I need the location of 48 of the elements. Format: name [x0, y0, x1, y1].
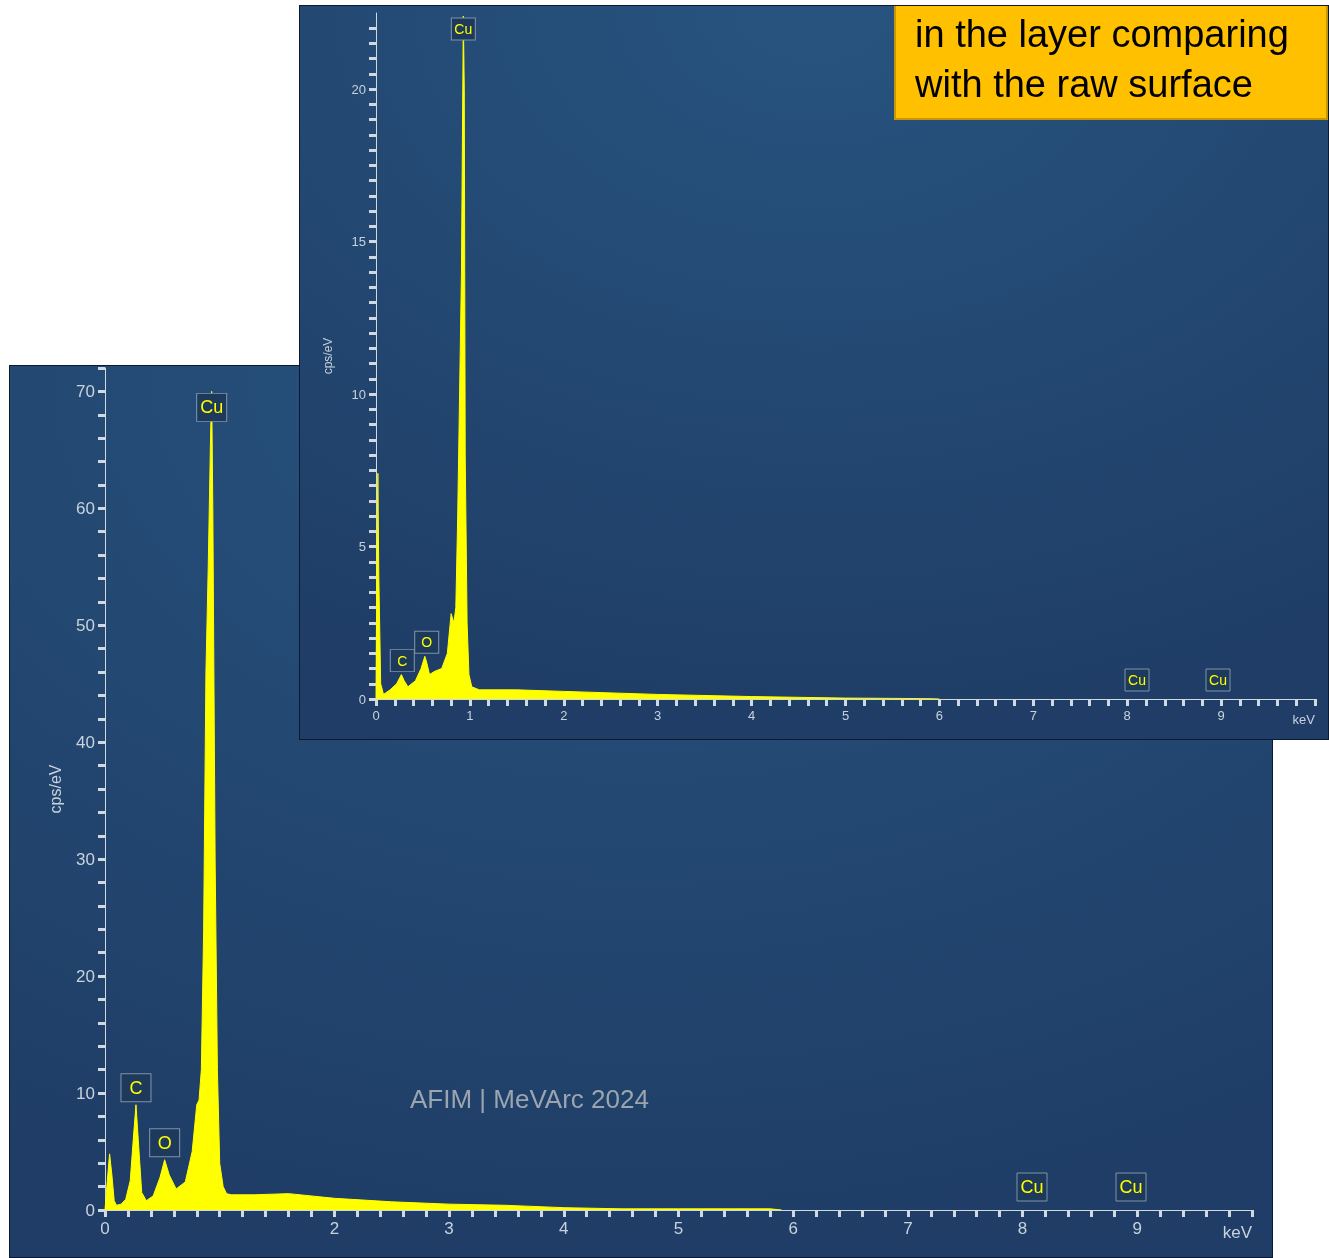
- x-tick-label: 7: [1029, 708, 1037, 723]
- x-tick-label: 9: [1132, 1219, 1143, 1238]
- x-tick-label: 5: [673, 1219, 684, 1238]
- x-tick-label: 6: [935, 708, 944, 723]
- x-tick-label: 2: [560, 708, 568, 723]
- annotation: Cu: [1209, 672, 1227, 688]
- annotation: Cu: [454, 21, 473, 38]
- x-tick-label: 6: [788, 1219, 798, 1238]
- y-tick-label: 10: [351, 386, 366, 402]
- x-tick-label: 4: [559, 1219, 569, 1238]
- y-tick-label: 50: [76, 615, 95, 635]
- annotation: Cu: [200, 397, 224, 418]
- annotation: C: [397, 652, 408, 669]
- x-tick-label: 9: [1217, 708, 1225, 723]
- y-tick-label: 70: [76, 381, 95, 401]
- x-tick-label: 8: [1123, 708, 1131, 723]
- x-tick-label: 4: [747, 708, 756, 723]
- x-tick-label: 7: [903, 1219, 913, 1238]
- annotation: Cu: [1119, 1177, 1143, 1197]
- annotation: O: [157, 1132, 172, 1153]
- annotation: AFIM | MeVArc 2024: [410, 1084, 649, 1114]
- y-tick-label: 0: [85, 1200, 95, 1220]
- y-tick-label: 60: [76, 498, 95, 518]
- y-axis-title: cps/eV: [46, 764, 64, 814]
- x-tick-label: 8: [1017, 1219, 1028, 1238]
- x-tick-label: 1: [466, 708, 474, 723]
- x-tick-label: 5: [841, 708, 850, 723]
- y-tick-label: 40: [76, 732, 95, 752]
- y-tick-label: 20: [76, 966, 95, 986]
- annotation: C: [129, 1077, 143, 1098]
- x-tick-label: 3: [654, 708, 662, 723]
- y-tick-label: 10: [76, 1083, 95, 1103]
- annotation: in the layer comparing with the raw surface: [914, 13, 1300, 105]
- x-axis-title: keV: [1222, 1223, 1253, 1242]
- annotation: Cu: [1128, 672, 1146, 688]
- y-tick-label: 30: [76, 849, 95, 869]
- annotation: O: [421, 634, 433, 651]
- annotation: Cu: [1020, 1177, 1044, 1197]
- x-tick-label: 0: [100, 1219, 110, 1238]
- y-axis-title: cps/eV: [321, 337, 335, 375]
- x-axis-title: keV: [1292, 712, 1316, 727]
- y-tick-label: 15: [351, 234, 366, 250]
- x-tick-label: 2: [329, 1219, 340, 1238]
- x-tick-label: 3: [444, 1219, 454, 1238]
- y-tick-label: 5: [358, 539, 366, 555]
- x-tick-label: 0: [372, 708, 380, 723]
- y-tick-label: 0: [358, 691, 366, 707]
- y-tick-label: 20: [351, 81, 366, 97]
